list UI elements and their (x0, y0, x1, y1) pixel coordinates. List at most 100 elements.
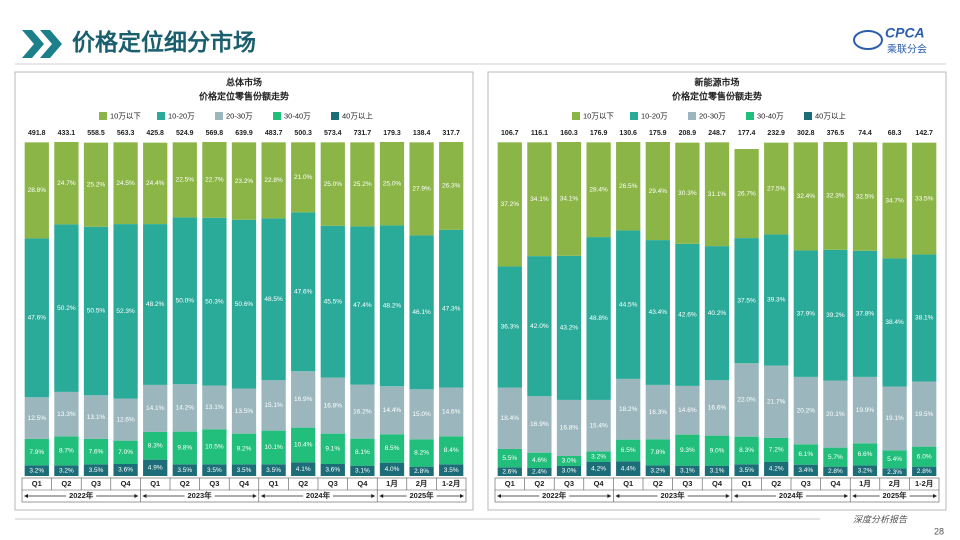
bar-segment (527, 142, 552, 257)
bar-segment (704, 142, 730, 247)
legend-label: 20-30万 (699, 111, 726, 120)
bar-segment (320, 463, 345, 476)
value-label: 24.4% (146, 180, 165, 187)
bar-segment (675, 434, 700, 466)
value-label: 3.1% (680, 468, 695, 475)
total-label: 433.1 (58, 130, 76, 137)
bar-segment (291, 212, 316, 372)
value-label: 37.2% (501, 201, 520, 208)
value-label: 47.6% (294, 289, 313, 296)
value-label: 22.0% (737, 397, 756, 404)
bar-segment (497, 266, 522, 388)
chart-subtitle: 价格定位零售份额走势 (672, 90, 762, 101)
bar-segment (527, 396, 552, 453)
value-label: 31.1% (708, 191, 727, 198)
bar-segment (350, 465, 375, 476)
bar-segment (556, 399, 582, 456)
value-label: 3.5% (207, 467, 222, 474)
bar-segment (734, 436, 759, 465)
value-label: 28.8% (28, 187, 47, 194)
bar-segment (409, 235, 434, 390)
bar-segment (202, 217, 227, 386)
value-label: 9.2% (237, 446, 252, 453)
value-label: 4.4% (621, 465, 636, 472)
value-label: 52.3% (116, 308, 135, 315)
x-tick-label: Q1 (269, 479, 279, 488)
total-label: 317.7 (442, 130, 460, 137)
bar-segment (675, 465, 700, 476)
bar-segment (320, 377, 345, 434)
x-tick-label: Q3 (209, 479, 219, 488)
logo-text: CPCA (885, 25, 925, 41)
value-label: 16.8% (324, 402, 343, 409)
group-label: 2022年 (542, 490, 567, 500)
value-label: 14.4% (383, 407, 402, 414)
arrow-head (379, 494, 384, 498)
bar-segment (202, 385, 227, 430)
bar-segment (734, 363, 759, 437)
value-label: 7.6% (89, 448, 104, 455)
total-label: 731.7 (354, 130, 372, 137)
total-label: 116.1 (531, 130, 548, 137)
bar-segment (24, 465, 49, 476)
bar-segment (704, 435, 730, 466)
legend-swatch (157, 112, 165, 120)
bar-segment (704, 380, 730, 436)
value-label: 3.1% (710, 468, 725, 475)
total-label: 558.5 (87, 130, 105, 137)
value-label: 3.5% (177, 467, 192, 474)
group-label: 2023年 (188, 490, 213, 500)
bar-segment (586, 461, 611, 476)
bar-segment (616, 142, 641, 231)
bar-segment (704, 465, 730, 476)
value-label: 4.2% (591, 466, 606, 473)
bar-segment (882, 258, 907, 387)
bar-segment (793, 464, 818, 476)
value-label: 3.2% (858, 467, 873, 474)
bar-segment (83, 464, 109, 476)
value-label: 44.5% (619, 301, 638, 308)
x-tick-label: Q3 (564, 479, 574, 488)
bar-segment (261, 464, 286, 476)
x-tick-label: Q4 (121, 479, 132, 488)
bar-segment (527, 256, 552, 397)
total-label: 563.3 (117, 130, 135, 137)
value-label: 14.6% (678, 407, 697, 414)
bar-segment (586, 237, 611, 400)
legend-label: 10-20万 (641, 111, 668, 120)
value-label: 3.6% (325, 467, 340, 474)
bar-segment (231, 388, 257, 434)
value-label: 20.1% (826, 411, 845, 418)
legend-label: 30-40万 (757, 111, 784, 120)
bar-segment (83, 438, 109, 465)
value-label: 7.0% (118, 449, 133, 456)
bar-segment (350, 226, 375, 385)
bar-segment (24, 397, 49, 439)
x-tick-label: Q2 (771, 479, 781, 488)
x-tick-label: Q4 (712, 479, 723, 488)
bar-segment (852, 443, 878, 466)
total-label: 142.7 (915, 130, 933, 137)
value-label: 6.0% (917, 453, 932, 460)
value-label: 6.5% (621, 447, 636, 454)
bar-segment (83, 226, 109, 396)
bar-segment (409, 142, 434, 236)
bar-segment (172, 142, 197, 218)
value-label: 7.2% (769, 447, 784, 454)
bar-segment (291, 371, 316, 428)
bar-segment (320, 433, 345, 464)
bar-segment (497, 387, 522, 449)
value-label: 38.4% (885, 319, 904, 326)
bar-segment (586, 451, 611, 462)
arrow-head (134, 494, 139, 498)
bar-segment (645, 465, 670, 476)
bar-segment (734, 464, 759, 476)
value-label: 10.5% (205, 444, 224, 451)
value-label: 2.8% (414, 468, 429, 475)
value-label: 45.5% (324, 298, 343, 305)
total-label: 573.4 (324, 130, 342, 137)
total-label: 208.9 (679, 130, 697, 137)
value-label: 3.5% (266, 467, 281, 474)
bar-segment (54, 142, 79, 225)
value-label: 9.1% (325, 446, 340, 453)
